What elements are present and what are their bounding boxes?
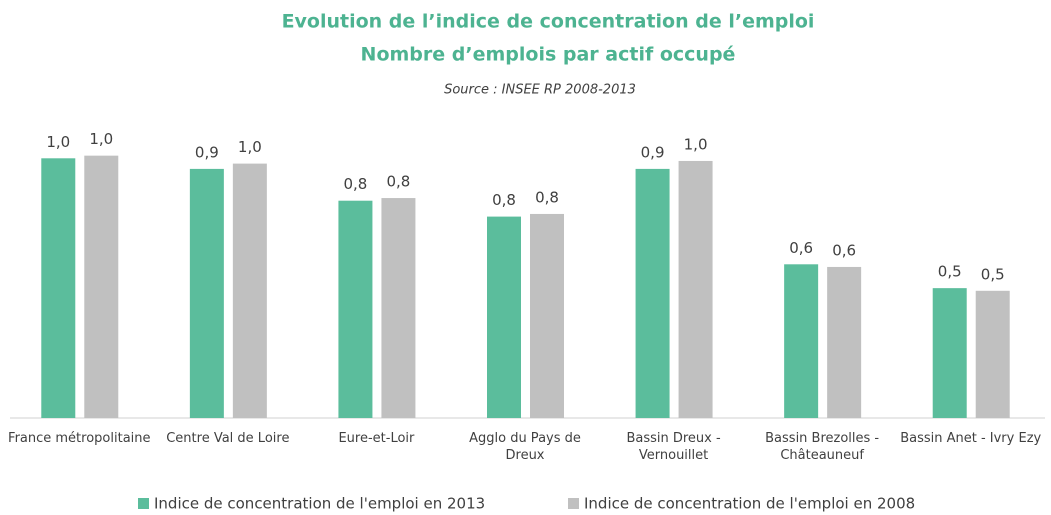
bar [338, 200, 373, 418]
x-label-box: France métropolitaine [8, 431, 151, 446]
value-label: 0,9 [641, 143, 665, 161]
bar [932, 288, 967, 418]
x-label-box: Bassin Brezolles - Châteauneuf [765, 431, 880, 463]
bar [189, 168, 224, 418]
value-label: 1,0 [46, 133, 70, 151]
chart-subtitle: Nombre d’emplois par actif occupé [361, 44, 736, 66]
x-tick-label: Agglo du Pays de Dreux [469, 431, 581, 463]
x-label-box: Bassin Dreux - Vernouillet [626, 431, 721, 463]
chart-title: Evolution de l’indice de concentration d… [282, 11, 815, 33]
value-label: 0,9 [195, 143, 219, 161]
x-label-box: Agglo du Pays de Dreux [469, 431, 581, 463]
x-tick-label: Bassin Brezolles - Châteauneuf [765, 431, 880, 463]
bar [827, 266, 862, 418]
x-tick-label: France métropolitaine [8, 431, 151, 446]
bar [232, 163, 267, 418]
x-tick-label: Bassin Dreux - Vernouillet [626, 431, 721, 463]
legend-label: Indice de concentration de l'emploi en 2… [584, 495, 915, 513]
value-label: 0,8 [386, 173, 410, 191]
bar [635, 168, 670, 418]
bar [84, 155, 119, 418]
legend-label: Indice de concentration de l'emploi en 2… [154, 495, 485, 513]
x-label-box: Centre Val de Loire [166, 431, 290, 446]
bar [381, 198, 416, 418]
value-label: 0,5 [938, 263, 962, 281]
x-label-box: Bassin Anet - Ivry Ezy [900, 431, 1042, 446]
value-label: 0,8 [343, 175, 367, 193]
bar [784, 264, 819, 418]
value-label: 0,6 [789, 239, 813, 257]
x-tick-label: Eure-et-Loir [338, 431, 415, 446]
value-label: 1,0 [89, 130, 113, 148]
value-label: 0,8 [535, 188, 559, 206]
value-label: 1,0 [684, 135, 708, 153]
value-label: 1,0 [238, 138, 262, 156]
bar [975, 290, 1010, 418]
bar [41, 158, 76, 419]
value-label: 0,6 [832, 241, 856, 259]
value-label: 0,5 [981, 265, 1005, 283]
x-tick-label: Centre Val de Loire [166, 431, 290, 446]
chart-source: Source : INSEE RP 2008-2013 [444, 83, 636, 98]
x-tick-label: Bassin Anet - Ivry Ezy [900, 431, 1042, 446]
legend-swatch [138, 498, 149, 509]
x-label-box: Eure-et-Loir [338, 431, 415, 446]
legend-swatch [568, 498, 579, 509]
bar [678, 160, 713, 418]
value-label: 0,8 [492, 191, 516, 209]
bar [487, 216, 521, 418]
bar [530, 213, 564, 418]
